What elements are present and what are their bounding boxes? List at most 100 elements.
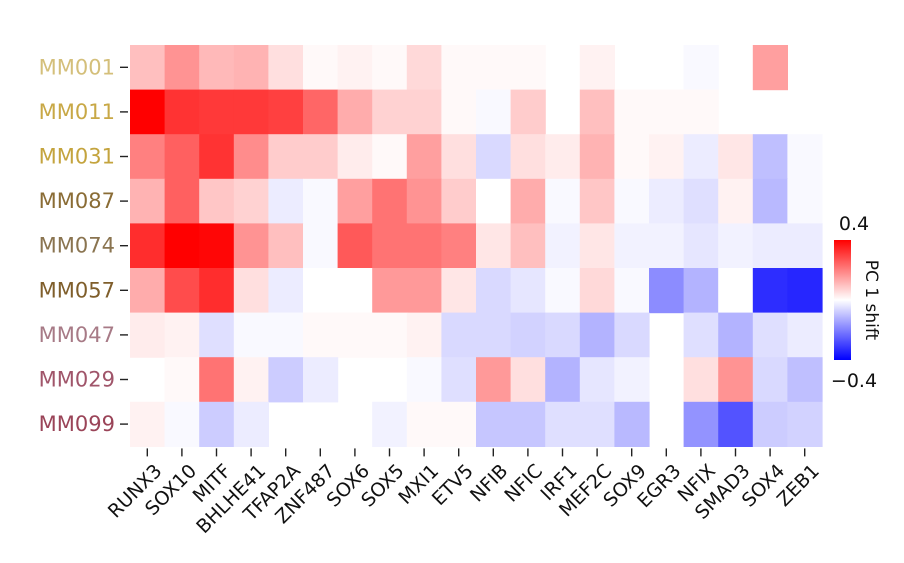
heatmap-cell (164, 268, 200, 314)
heatmap-cell (545, 268, 581, 314)
heatmap-cell (718, 223, 754, 269)
heatmap-cell (303, 223, 339, 269)
heatmap-cell (614, 401, 650, 447)
heatmap-cell (441, 312, 477, 358)
heatmap-cell (406, 268, 442, 314)
heatmap-cell (164, 401, 200, 447)
heatmap-cell (752, 223, 788, 269)
heatmap-cell (718, 268, 754, 314)
column-label: NFIC (500, 460, 547, 507)
heatmap-cell (372, 89, 408, 135)
heatmap-cell (164, 45, 200, 91)
heatmap-cell (683, 357, 719, 403)
heatmap-cell (372, 178, 408, 224)
row-axis: MM001 MM011 MM031 MM087 MM074 MM057 MM047 MM029… (39, 55, 128, 436)
heatmap-cell (614, 134, 650, 180)
heatmap-cell (545, 178, 581, 224)
heatmap-cell (268, 134, 304, 180)
heatmap-cell (372, 134, 408, 180)
heatmap-cell (579, 312, 615, 358)
heatmap-cell (372, 312, 408, 358)
heatmap-cell (752, 134, 788, 180)
heatmap-cell (579, 401, 615, 447)
heatmap-cell (579, 268, 615, 314)
heatmap-cell (441, 45, 477, 91)
column-label: ETV5 (428, 460, 478, 510)
colorbar-gradient (834, 240, 851, 360)
heatmap-cell (303, 268, 339, 314)
heatmap-cell (337, 89, 373, 135)
heatmap-cell (441, 268, 477, 314)
heatmap-cell (579, 357, 615, 403)
heatmap-cell (406, 45, 442, 91)
heatmap-cell (130, 178, 166, 224)
heatmap-cell (718, 312, 754, 358)
heatmap-cell (683, 134, 719, 180)
heatmap-cell (614, 178, 650, 224)
heatmap-cell (649, 268, 685, 314)
column-axis: RUNX3SOX10MITFBHLHE41TFAP2AZNF487SOX6SOX… (104, 448, 824, 538)
heatmap-cell (787, 401, 823, 447)
heatmap-cell (406, 178, 442, 224)
heatmap-cell (614, 89, 650, 135)
heatmap-cell (545, 401, 581, 447)
heatmap-cell (303, 178, 339, 224)
heatmap-cell (441, 178, 477, 224)
heatmap-cell (233, 134, 269, 180)
heatmap-cell (130, 89, 166, 135)
heatmap-cell (579, 89, 615, 135)
heatmap-cell (233, 89, 269, 135)
row-label: MM047 (39, 323, 115, 347)
heatmap-cell (164, 312, 200, 358)
heatmap-cell (476, 401, 512, 447)
heatmap-cell (337, 268, 373, 314)
heatmap-cell (406, 312, 442, 358)
heatmap-cell (233, 45, 269, 91)
heatmap-cell (199, 45, 235, 91)
heatmap-cell (614, 357, 650, 403)
heatmap-cell (268, 89, 304, 135)
heatmap-cell (510, 312, 546, 358)
heatmap-cell (545, 357, 581, 403)
heatmap-cell (718, 178, 754, 224)
row-label: MM074 (39, 234, 115, 258)
column-label: NFIB (466, 460, 513, 507)
heatmap-cell (372, 223, 408, 269)
heatmap-cell (510, 223, 546, 269)
heatmap-cell (406, 223, 442, 269)
heatmap-cell (372, 401, 408, 447)
heatmap-cell (406, 134, 442, 180)
heatmap-cell (268, 312, 304, 358)
heatmap-cell (441, 89, 477, 135)
row-label: MM011 (39, 100, 115, 124)
heatmap-cell (199, 312, 235, 358)
heatmap-cell (164, 89, 200, 135)
heatmap-cell (718, 401, 754, 447)
heatmap-cell (787, 223, 823, 269)
heatmap-cell (718, 357, 754, 403)
heatmap-cell (372, 268, 408, 314)
heatmap-cell (752, 268, 788, 314)
heatmap-cell (752, 401, 788, 447)
heatmap-cell (303, 134, 339, 180)
heatmap-cell (441, 401, 477, 447)
heatmap-cell (303, 45, 339, 91)
heatmap-cell (441, 134, 477, 180)
heatmap-cell (164, 223, 200, 269)
heatmap-cell (683, 312, 719, 358)
heatmap-cell (510, 134, 546, 180)
heatmap-cell (476, 223, 512, 269)
heatmap-cell (441, 357, 477, 403)
heatmap-cell (199, 89, 235, 135)
colorbar-min-label: −0.4 (831, 370, 877, 392)
heatmap-cell (510, 45, 546, 91)
heatmap-cell (545, 312, 581, 358)
heatmap-cell (337, 134, 373, 180)
heatmap-cell (268, 357, 304, 403)
heatmap-cell (476, 89, 512, 135)
heatmap-cell (130, 45, 166, 91)
heatmap-cell (545, 134, 581, 180)
heatmap-cell (579, 223, 615, 269)
colorbar-max-label: 0.4 (839, 213, 869, 235)
